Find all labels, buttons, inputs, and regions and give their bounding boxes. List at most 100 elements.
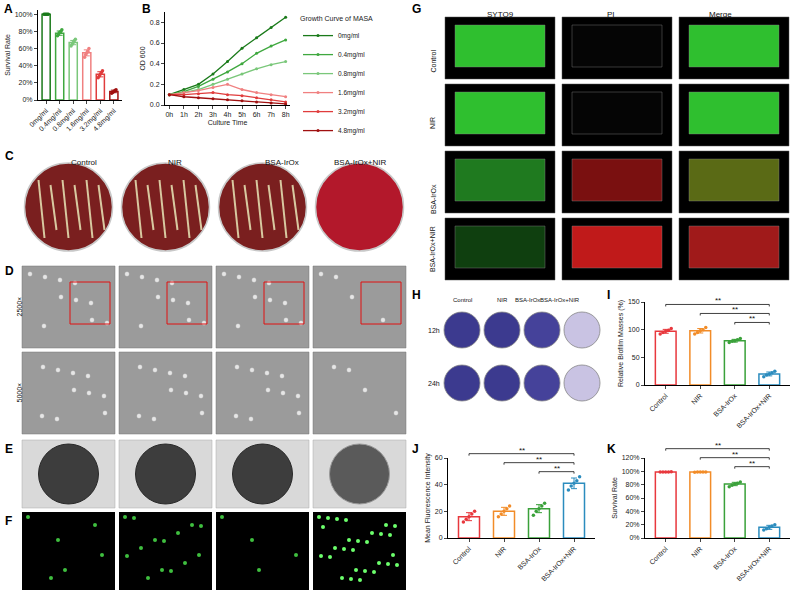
svg-text:**: ** [732,305,738,314]
svg-text:NIR: NIR [497,297,508,303]
svg-text:6h: 6h [253,111,261,118]
svg-text:NIR: NIR [168,158,182,167]
svg-text:**: ** [536,455,542,464]
svg-text:**: ** [749,314,755,323]
svg-text:0: 0 [636,381,640,388]
svg-text:B: B [142,2,151,16]
svg-text:1.6mg/ml: 1.6mg/ml [65,107,91,133]
svg-text:100%: 100% [622,468,640,475]
svg-text:150: 150 [628,298,640,305]
svg-text:0.4mg/ml: 0.4mg/ml [338,51,365,59]
svg-text:0mg/ml: 0mg/ml [338,32,360,40]
svg-text:Control: Control [430,49,437,72]
svg-text:40%: 40% [626,508,640,515]
svg-text:BSA-IrOx+NIR: BSA-IrOx+NIR [540,545,577,582]
svg-text:J: J [412,442,419,456]
svg-text:Merge: Merge [709,10,732,19]
svg-text:0.8mg/ml: 0.8mg/ml [338,70,365,78]
svg-text:PI: PI [607,10,615,19]
svg-text:0%: 0% [629,534,639,541]
svg-text:40: 40 [435,481,443,488]
svg-text:50: 50 [632,354,640,361]
svg-text:Mean Fluorescence Intensity: Mean Fluorescence Intensity [424,453,432,543]
svg-text:BSA-IrOx+NIR: BSA-IrOx+NIR [334,158,386,167]
svg-text:Relative Biofilm Masses (%): Relative Biofilm Masses (%) [617,300,625,387]
svg-text:Control: Control [648,392,669,413]
svg-text:4.8mg/ml: 4.8mg/ml [92,107,118,133]
svg-text:60%: 60% [626,494,640,501]
svg-text:100%: 100% [15,11,33,18]
svg-text:20%: 20% [626,521,640,528]
svg-text:0.0: 0.0 [150,101,160,108]
svg-text:20: 20 [435,508,443,515]
svg-text:0.8: 0.8 [150,19,160,26]
svg-text:C: C [5,149,14,163]
svg-text:Control: Control [453,297,472,303]
svg-text:120%: 120% [622,454,640,461]
svg-text:BSA-IrOx: BSA-IrOx [515,297,540,303]
svg-text:60: 60 [435,454,443,461]
svg-text:0.2: 0.2 [150,81,160,88]
svg-text:0.4: 0.4 [150,60,160,67]
svg-text:Control: Control [648,545,669,566]
svg-text:40%: 40% [19,62,33,69]
svg-text:NIR: NIR [429,117,436,129]
svg-text:**: ** [732,450,738,459]
svg-text:20%: 20% [19,79,33,86]
svg-text:NIR: NIR [494,545,507,558]
svg-text:0mg/ml: 0mg/ml [28,107,50,129]
svg-text:**: ** [519,446,525,455]
svg-text:2500×: 2500× [16,297,23,317]
svg-text:80%: 80% [626,481,640,488]
svg-text:G: G [412,2,421,16]
svg-text:8h: 8h [282,111,290,118]
svg-text:0%: 0% [22,96,32,103]
svg-text:4.8mg/ml: 4.8mg/ml [338,127,365,135]
svg-text:BSA-IrOx: BSA-IrOx [712,545,738,571]
svg-text:0h: 0h [165,111,173,118]
svg-text:Survival Rate: Survival Rate [4,34,11,76]
svg-text:E: E [5,442,13,456]
svg-text:3h: 3h [209,111,217,118]
svg-text:5h: 5h [238,111,246,118]
svg-text:H: H [412,288,421,302]
svg-text:3.2mg/ml: 3.2mg/ml [338,108,365,116]
svg-text:I: I [607,288,610,302]
svg-text:**: ** [715,441,721,450]
svg-text:60%: 60% [19,45,33,52]
svg-text:1h: 1h [180,111,188,118]
svg-text:100: 100 [628,326,640,333]
svg-text:5000×: 5000× [16,383,23,403]
svg-text:Control: Control [71,158,97,167]
svg-text:Growth Curve of MASA: Growth Curve of MASA [300,15,373,22]
svg-text:A: A [4,2,13,16]
svg-text:NIR: NIR [690,545,703,558]
svg-text:3.2mg/ml: 3.2mg/ml [78,107,104,133]
svg-text:SYTO9: SYTO9 [487,10,514,19]
svg-text:**: ** [749,459,755,468]
svg-text:BSA-IrOx+NIR: BSA-IrOx+NIR [735,545,772,582]
svg-text:24h: 24h [428,380,440,387]
svg-text:2h: 2h [195,111,203,118]
svg-text:F: F [5,514,12,528]
svg-text:BSA-IrOx: BSA-IrOx [516,545,542,571]
svg-text:BSA-IrOx+NIR: BSA-IrOx+NIR [540,297,580,303]
svg-text:80%: 80% [19,28,33,35]
svg-text:0.6: 0.6 [150,39,160,46]
svg-text:BSA-IrOx: BSA-IrOx [265,158,299,167]
svg-text:Culture Time: Culture Time [208,119,248,126]
svg-text:1.6mg/ml: 1.6mg/ml [338,89,365,97]
svg-text:7h: 7h [267,111,275,118]
svg-text:BSA-IrOx+NIR: BSA-IrOx+NIR [735,392,772,429]
svg-text:**: ** [715,296,721,305]
svg-text:D: D [5,264,14,278]
svg-text:0.8mg/ml: 0.8mg/ml [51,107,77,133]
svg-text:OD 600: OD 600 [139,46,146,70]
svg-text:**: ** [554,464,560,473]
svg-text:BSA-IrOx: BSA-IrOx [430,184,437,214]
svg-text:12h: 12h [428,327,440,334]
svg-text:0: 0 [439,534,443,541]
svg-text:Survival Rate: Survival Rate [611,477,618,519]
svg-text:4h: 4h [224,111,232,118]
svg-text:BSA-IrOx+NIR: BSA-IrOx+NIR [429,226,436,272]
